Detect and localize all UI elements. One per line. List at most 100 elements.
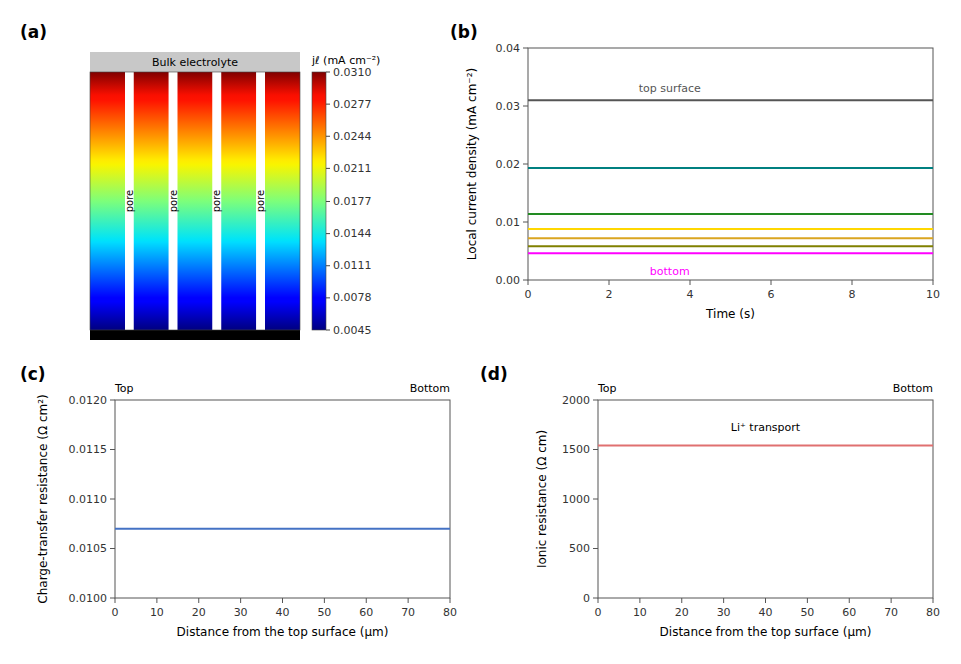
x-tick-label: 0 bbox=[595, 606, 602, 619]
colorbar-tick bbox=[326, 168, 330, 169]
edge-label: Bottom bbox=[893, 382, 933, 395]
x-axis-label: Distance from the top surface (μm) bbox=[177, 625, 389, 639]
x-tick bbox=[598, 598, 599, 603]
data-line bbox=[528, 99, 933, 101]
y-tick-label: 2000 bbox=[562, 394, 590, 407]
x-tick-label: 30 bbox=[717, 606, 731, 619]
pore-label: pore bbox=[168, 190, 179, 213]
x-tick bbox=[240, 598, 241, 603]
colorbar-tick-label: 0.0310 bbox=[333, 66, 372, 79]
heatmap bbox=[90, 72, 300, 330]
x-tick bbox=[528, 280, 529, 285]
x-tick-label: 10 bbox=[633, 606, 647, 619]
x-tick bbox=[933, 280, 934, 285]
heatmap-column bbox=[90, 72, 125, 330]
panel-label: (a) bbox=[20, 22, 47, 42]
heatmap-column bbox=[178, 72, 213, 330]
colorbar-tick bbox=[326, 72, 330, 73]
data-line bbox=[528, 252, 933, 254]
heatmap-frame bbox=[90, 72, 300, 330]
edge-label: Top bbox=[597, 382, 617, 395]
colorbar-tick-label: 0.0277 bbox=[333, 98, 372, 111]
x-tick bbox=[849, 598, 850, 603]
colorbar-tick-label: 0.0177 bbox=[333, 195, 372, 208]
plot-lines bbox=[528, 100, 933, 253]
y-tick bbox=[110, 548, 115, 549]
y-tick-label: 0.01 bbox=[496, 216, 521, 229]
data-line bbox=[528, 237, 933, 239]
colorbar bbox=[312, 72, 326, 330]
x-tick bbox=[156, 598, 157, 603]
plot-frame bbox=[528, 48, 933, 280]
y-tick bbox=[593, 499, 598, 500]
x-tick-label: 2 bbox=[606, 288, 613, 301]
plot-lines bbox=[115, 528, 450, 529]
colorbar-tick bbox=[326, 265, 330, 266]
x-tick-label: 20 bbox=[675, 606, 689, 619]
pore-label: pore bbox=[255, 190, 266, 213]
y-tick bbox=[593, 449, 598, 450]
x-tick bbox=[771, 280, 772, 285]
y-tick-label: 0.04 bbox=[496, 42, 521, 55]
bulk-electrolyte-label: Bulk electrolyte bbox=[152, 56, 238, 69]
x-tick bbox=[408, 598, 409, 603]
x-axis-label: Time (s) bbox=[705, 307, 755, 321]
x-tick bbox=[639, 598, 640, 603]
colorbar-tick-label: 0.0111 bbox=[333, 259, 372, 272]
pore-label: pore bbox=[124, 190, 135, 213]
y-tick bbox=[523, 280, 528, 281]
x-tick-label: 70 bbox=[401, 606, 415, 619]
y-axis-label: Charge-transfer resistance (Ω cm²) bbox=[36, 394, 50, 603]
x-tick bbox=[891, 598, 892, 603]
data-line bbox=[528, 245, 933, 247]
colorbar-label: jℓ (mA cm⁻²) bbox=[311, 54, 380, 67]
x-tick-label: 8 bbox=[849, 288, 856, 301]
heatmap-column bbox=[265, 72, 300, 330]
x-tick-label: 4 bbox=[687, 288, 694, 301]
y-tick bbox=[523, 164, 528, 165]
y-tick bbox=[593, 548, 598, 549]
y-axis-label: Ionic resistance (Ω cm) bbox=[535, 430, 549, 568]
bottom-bar bbox=[90, 330, 300, 340]
x-tick-label: 40 bbox=[276, 606, 290, 619]
x-tick-label: 60 bbox=[359, 606, 373, 619]
y-tick-label: 0.0120 bbox=[69, 394, 108, 407]
colorbar-tick bbox=[326, 233, 330, 234]
x-tick-label: 50 bbox=[317, 606, 331, 619]
x-tick-label: 6 bbox=[768, 288, 775, 301]
panel-label: (c) bbox=[20, 364, 46, 384]
heatmap-column bbox=[221, 72, 256, 330]
y-tick-label: 1000 bbox=[562, 493, 590, 506]
y-tick-label: 1500 bbox=[562, 443, 590, 456]
y-tick bbox=[523, 222, 528, 223]
y-tick-label: 0.00 bbox=[496, 274, 521, 287]
x-tick bbox=[852, 280, 853, 285]
x-tick bbox=[609, 280, 610, 285]
y-tick-label: 0.03 bbox=[496, 100, 521, 113]
panel-label: (b) bbox=[450, 22, 478, 42]
x-tick bbox=[450, 598, 451, 603]
colorbar-tick bbox=[326, 136, 330, 137]
x-tick bbox=[933, 598, 934, 603]
data-line bbox=[528, 213, 933, 215]
y-tick bbox=[110, 598, 115, 599]
x-tick bbox=[807, 598, 808, 603]
plot-frame bbox=[115, 400, 450, 598]
x-tick-label: 80 bbox=[926, 606, 940, 619]
x-tick-label: 10 bbox=[150, 606, 164, 619]
y-tick-label: 0 bbox=[583, 592, 590, 605]
y-tick bbox=[593, 400, 598, 401]
x-tick-label: 70 bbox=[884, 606, 898, 619]
x-tick-label: 30 bbox=[234, 606, 248, 619]
x-tick-label: 0 bbox=[525, 288, 532, 301]
y-tick bbox=[593, 598, 598, 599]
x-tick-label: 50 bbox=[800, 606, 814, 619]
x-tick-label: 20 bbox=[192, 606, 206, 619]
y-tick-label: 500 bbox=[569, 542, 590, 555]
y-tick bbox=[523, 106, 528, 107]
annotation: Li⁺ transport bbox=[731, 421, 801, 434]
colorbar-tick-label: 0.0211 bbox=[333, 162, 372, 175]
data-line bbox=[528, 228, 933, 230]
edge-label: Top bbox=[114, 382, 134, 395]
colorbar-tick-label: 0.0144 bbox=[333, 227, 372, 240]
